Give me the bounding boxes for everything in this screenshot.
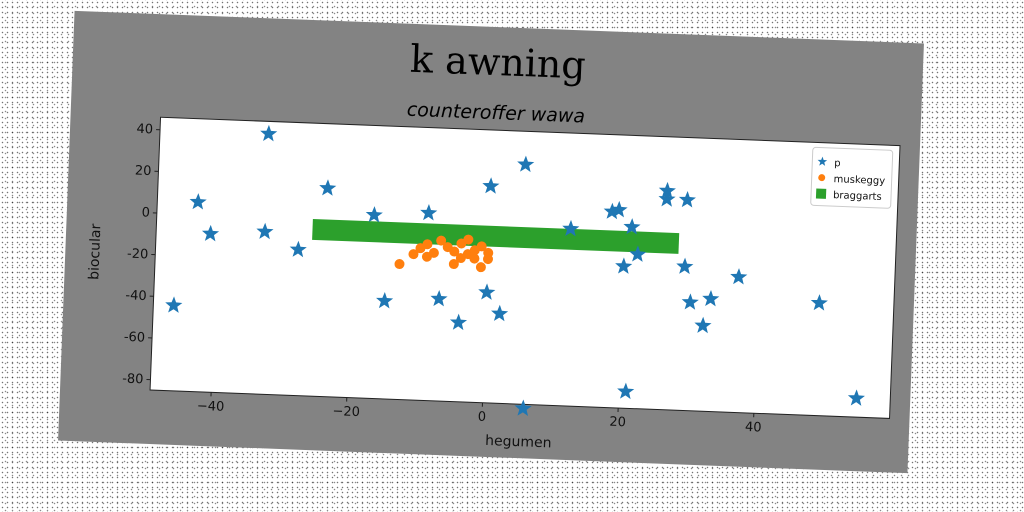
star-point xyxy=(730,268,748,285)
star-point xyxy=(681,293,699,310)
star-point xyxy=(603,202,621,220)
data-marks xyxy=(165,124,865,416)
star-point xyxy=(517,155,535,173)
x-tick-label: 20 xyxy=(609,415,626,431)
legend-label: p xyxy=(834,158,841,169)
y-tick-label: 20 xyxy=(135,163,152,179)
dot-point xyxy=(436,235,447,246)
star-point xyxy=(482,177,500,194)
star-point xyxy=(449,313,468,331)
x-tick-label: −40 xyxy=(197,399,225,415)
y-tick-label: -60 xyxy=(124,330,146,346)
star-point xyxy=(562,219,580,237)
star-point xyxy=(319,179,337,196)
dot-point xyxy=(408,249,419,260)
dot-point xyxy=(469,245,480,256)
dot-point xyxy=(394,259,405,270)
plot-area xyxy=(149,116,901,419)
star-point xyxy=(189,193,207,210)
y-tick-label: -40 xyxy=(125,288,147,304)
x-axis: −40 −20 0 20 40 xyxy=(197,392,762,436)
star-point xyxy=(289,240,307,258)
y-tick-label: -20 xyxy=(127,247,149,263)
y-tick-label: 40 xyxy=(136,122,153,138)
dot-point xyxy=(448,259,459,270)
x-axis-label: hegumen xyxy=(485,433,552,452)
legend-box xyxy=(810,146,894,209)
chart-title: k awning xyxy=(409,37,586,88)
star-point xyxy=(478,283,496,300)
star-point xyxy=(201,224,220,242)
y-axis: 40 20 0 -20 -40 -60 -80 xyxy=(122,122,161,388)
x-tick-label: 40 xyxy=(745,420,762,436)
chart-figure: k awning counteroffer wawa 40 20 0 -20 -40 -6… xyxy=(58,10,924,474)
dot-point xyxy=(475,262,486,273)
legend-star-icon xyxy=(817,156,828,166)
star-point xyxy=(615,257,633,274)
y-tick-label: -80 xyxy=(122,372,144,388)
dot-point xyxy=(483,254,494,265)
x-tick-label: −20 xyxy=(332,404,360,420)
band-mark xyxy=(312,219,680,254)
legend-square-icon xyxy=(815,188,827,199)
star-point xyxy=(514,399,532,416)
star-point xyxy=(658,190,676,207)
star-point xyxy=(430,289,448,307)
dot-point xyxy=(463,234,474,245)
star-point xyxy=(623,218,641,235)
star-point xyxy=(610,200,628,218)
star-point xyxy=(810,294,828,311)
y-tick-label: 0 xyxy=(141,205,150,220)
star-point xyxy=(365,206,383,223)
star-point xyxy=(678,191,696,208)
legend-label: braggarts xyxy=(833,190,882,203)
star-point xyxy=(260,124,278,142)
dot-point xyxy=(469,253,480,264)
legend-dot-icon xyxy=(818,174,826,182)
star-point xyxy=(629,245,647,262)
dot-point xyxy=(455,253,466,264)
star-point xyxy=(165,296,183,313)
star-point xyxy=(420,204,438,221)
star-point xyxy=(491,304,509,322)
star-point xyxy=(702,289,720,307)
scatter-chart: k awning counteroffer wawa 40 20 0 -20 -40 -6… xyxy=(86,37,901,452)
star-point xyxy=(658,181,676,199)
chart-subtitle: counteroffer wawa xyxy=(406,99,585,128)
dot-point xyxy=(449,246,460,257)
star-point xyxy=(256,222,274,240)
star-point xyxy=(847,389,865,406)
x-tick-label: 0 xyxy=(477,410,486,425)
dot-point xyxy=(428,247,439,258)
star-point xyxy=(617,382,635,400)
dot-point xyxy=(422,239,433,250)
star-point xyxy=(694,316,712,334)
y-axis-label: biocular xyxy=(86,223,104,280)
legend: p muskeggy braggarts xyxy=(810,146,894,209)
legend-label: muskeggy xyxy=(833,174,885,187)
star-point xyxy=(676,257,694,275)
star-point xyxy=(376,292,394,309)
